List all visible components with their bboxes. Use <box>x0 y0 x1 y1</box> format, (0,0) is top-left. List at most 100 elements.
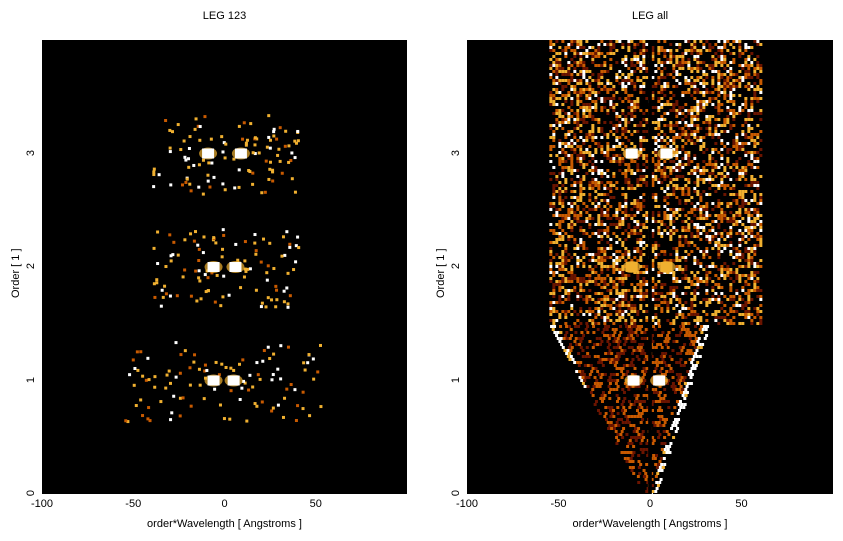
heatmap-cell <box>657 388 661 391</box>
heatmap-cell <box>717 214 721 217</box>
heatmap-cell <box>645 244 649 247</box>
heatmap-cell <box>663 100 667 103</box>
heatmap-cell <box>603 55 607 58</box>
heatmap-cell <box>705 49 709 52</box>
heatmap-cell <box>625 439 629 442</box>
heatmap-cell <box>197 269 201 273</box>
heatmap-cell <box>741 319 745 322</box>
heatmap-cell <box>651 334 655 337</box>
heatmap-cell <box>617 424 621 427</box>
heatmap-cell <box>613 358 617 361</box>
heatmap-cell <box>139 398 143 402</box>
heatmap-cell <box>633 103 637 106</box>
heatmap-cell <box>594 190 598 193</box>
heatmap-cell <box>561 73 565 76</box>
heatmap-cell <box>564 121 568 124</box>
heatmap-cell <box>242 275 246 279</box>
heatmap-cell <box>708 310 712 313</box>
heatmap-cell <box>732 85 736 88</box>
heatmap-cell <box>139 350 143 354</box>
heatmap-cell <box>606 241 610 244</box>
heatmap-cell <box>627 235 631 238</box>
heatmap-cell <box>558 52 562 55</box>
heatmap-cell <box>747 208 751 211</box>
heatmap-cell <box>750 313 754 316</box>
heatmap-cell <box>690 130 694 133</box>
heatmap-cell <box>723 40 727 43</box>
heatmap-cell <box>687 157 691 160</box>
heatmap-cell <box>558 232 562 235</box>
heatmap-cell <box>660 184 664 187</box>
heatmap-cell <box>570 229 574 232</box>
heatmap-cell <box>609 304 613 307</box>
heatmap-cell <box>217 373 221 377</box>
heatmap-cell <box>666 103 670 106</box>
heatmap-cell <box>615 73 619 76</box>
heatmap-cell <box>711 67 715 70</box>
heatmap-cell <box>549 136 553 139</box>
heatmap-cell <box>735 193 739 196</box>
heatmap-cell <box>619 391 623 394</box>
heatmap-cell <box>663 94 667 97</box>
heatmap-cell <box>639 292 643 295</box>
heatmap-cell <box>675 388 679 391</box>
heatmap-cell <box>615 241 619 244</box>
heatmap-cell <box>606 109 610 112</box>
heatmap-cell <box>573 241 577 244</box>
heatmap-cell <box>167 369 171 373</box>
heatmap-cell <box>634 358 638 361</box>
heatmap-cell <box>633 256 637 259</box>
heatmap-cell <box>642 274 646 277</box>
heatmap-cell <box>756 211 760 214</box>
heatmap-cell <box>681 148 685 151</box>
heatmap-cell <box>624 76 628 79</box>
heatmap-cell <box>270 409 274 413</box>
heatmap-cell <box>598 385 602 388</box>
heatmap-cell <box>651 184 655 187</box>
heatmap-cell <box>558 46 562 49</box>
heatmap-cell <box>636 274 640 277</box>
heatmap-cell <box>600 40 604 43</box>
heatmap-cell <box>633 124 637 127</box>
heatmap-cell <box>579 130 583 133</box>
heatmap-cell <box>585 133 589 136</box>
heatmap-cell <box>696 127 700 130</box>
heatmap-cell <box>621 400 625 403</box>
heatmap-cell <box>711 202 715 205</box>
heatmap-cell <box>593 403 597 406</box>
heatmap-cell <box>642 178 646 181</box>
heatmap-cell <box>272 130 276 134</box>
heatmap-cell <box>696 319 700 322</box>
heatmap-cell <box>738 85 742 88</box>
heatmap-cell <box>696 115 700 118</box>
heatmap-cell <box>660 61 664 64</box>
heatmap-cell <box>556 337 560 340</box>
heatmap-cell <box>633 100 637 103</box>
heatmap-cell <box>253 233 257 237</box>
heatmap-cell <box>687 58 691 61</box>
heatmap-cell <box>699 154 703 157</box>
heatmap-cell <box>702 229 706 232</box>
heatmap-cell <box>687 139 691 142</box>
heatmap-cell <box>581 382 585 385</box>
heatmap-cell <box>666 421 670 424</box>
heatmap-cell <box>654 163 658 166</box>
heatmap-cell <box>708 157 712 160</box>
heatmap-cell <box>630 100 634 103</box>
heatmap-cell <box>601 352 605 355</box>
heatmap-cell <box>714 97 718 100</box>
heatmap-cell <box>624 115 628 118</box>
heatmap-cell <box>588 226 592 229</box>
heatmap-cell <box>582 172 586 175</box>
heatmap-cell <box>621 274 625 277</box>
heatmap-cell <box>708 91 712 94</box>
heatmap-cell <box>678 55 682 58</box>
heatmap-cell <box>630 304 634 307</box>
heatmap-cell <box>630 115 634 118</box>
heatmap-cell <box>729 223 733 226</box>
heatmap-cell <box>630 346 634 349</box>
heatmap-cell <box>651 172 655 175</box>
heatmap-cell <box>759 196 763 199</box>
heatmap-cell <box>637 385 641 388</box>
heatmap-cell <box>687 127 691 130</box>
